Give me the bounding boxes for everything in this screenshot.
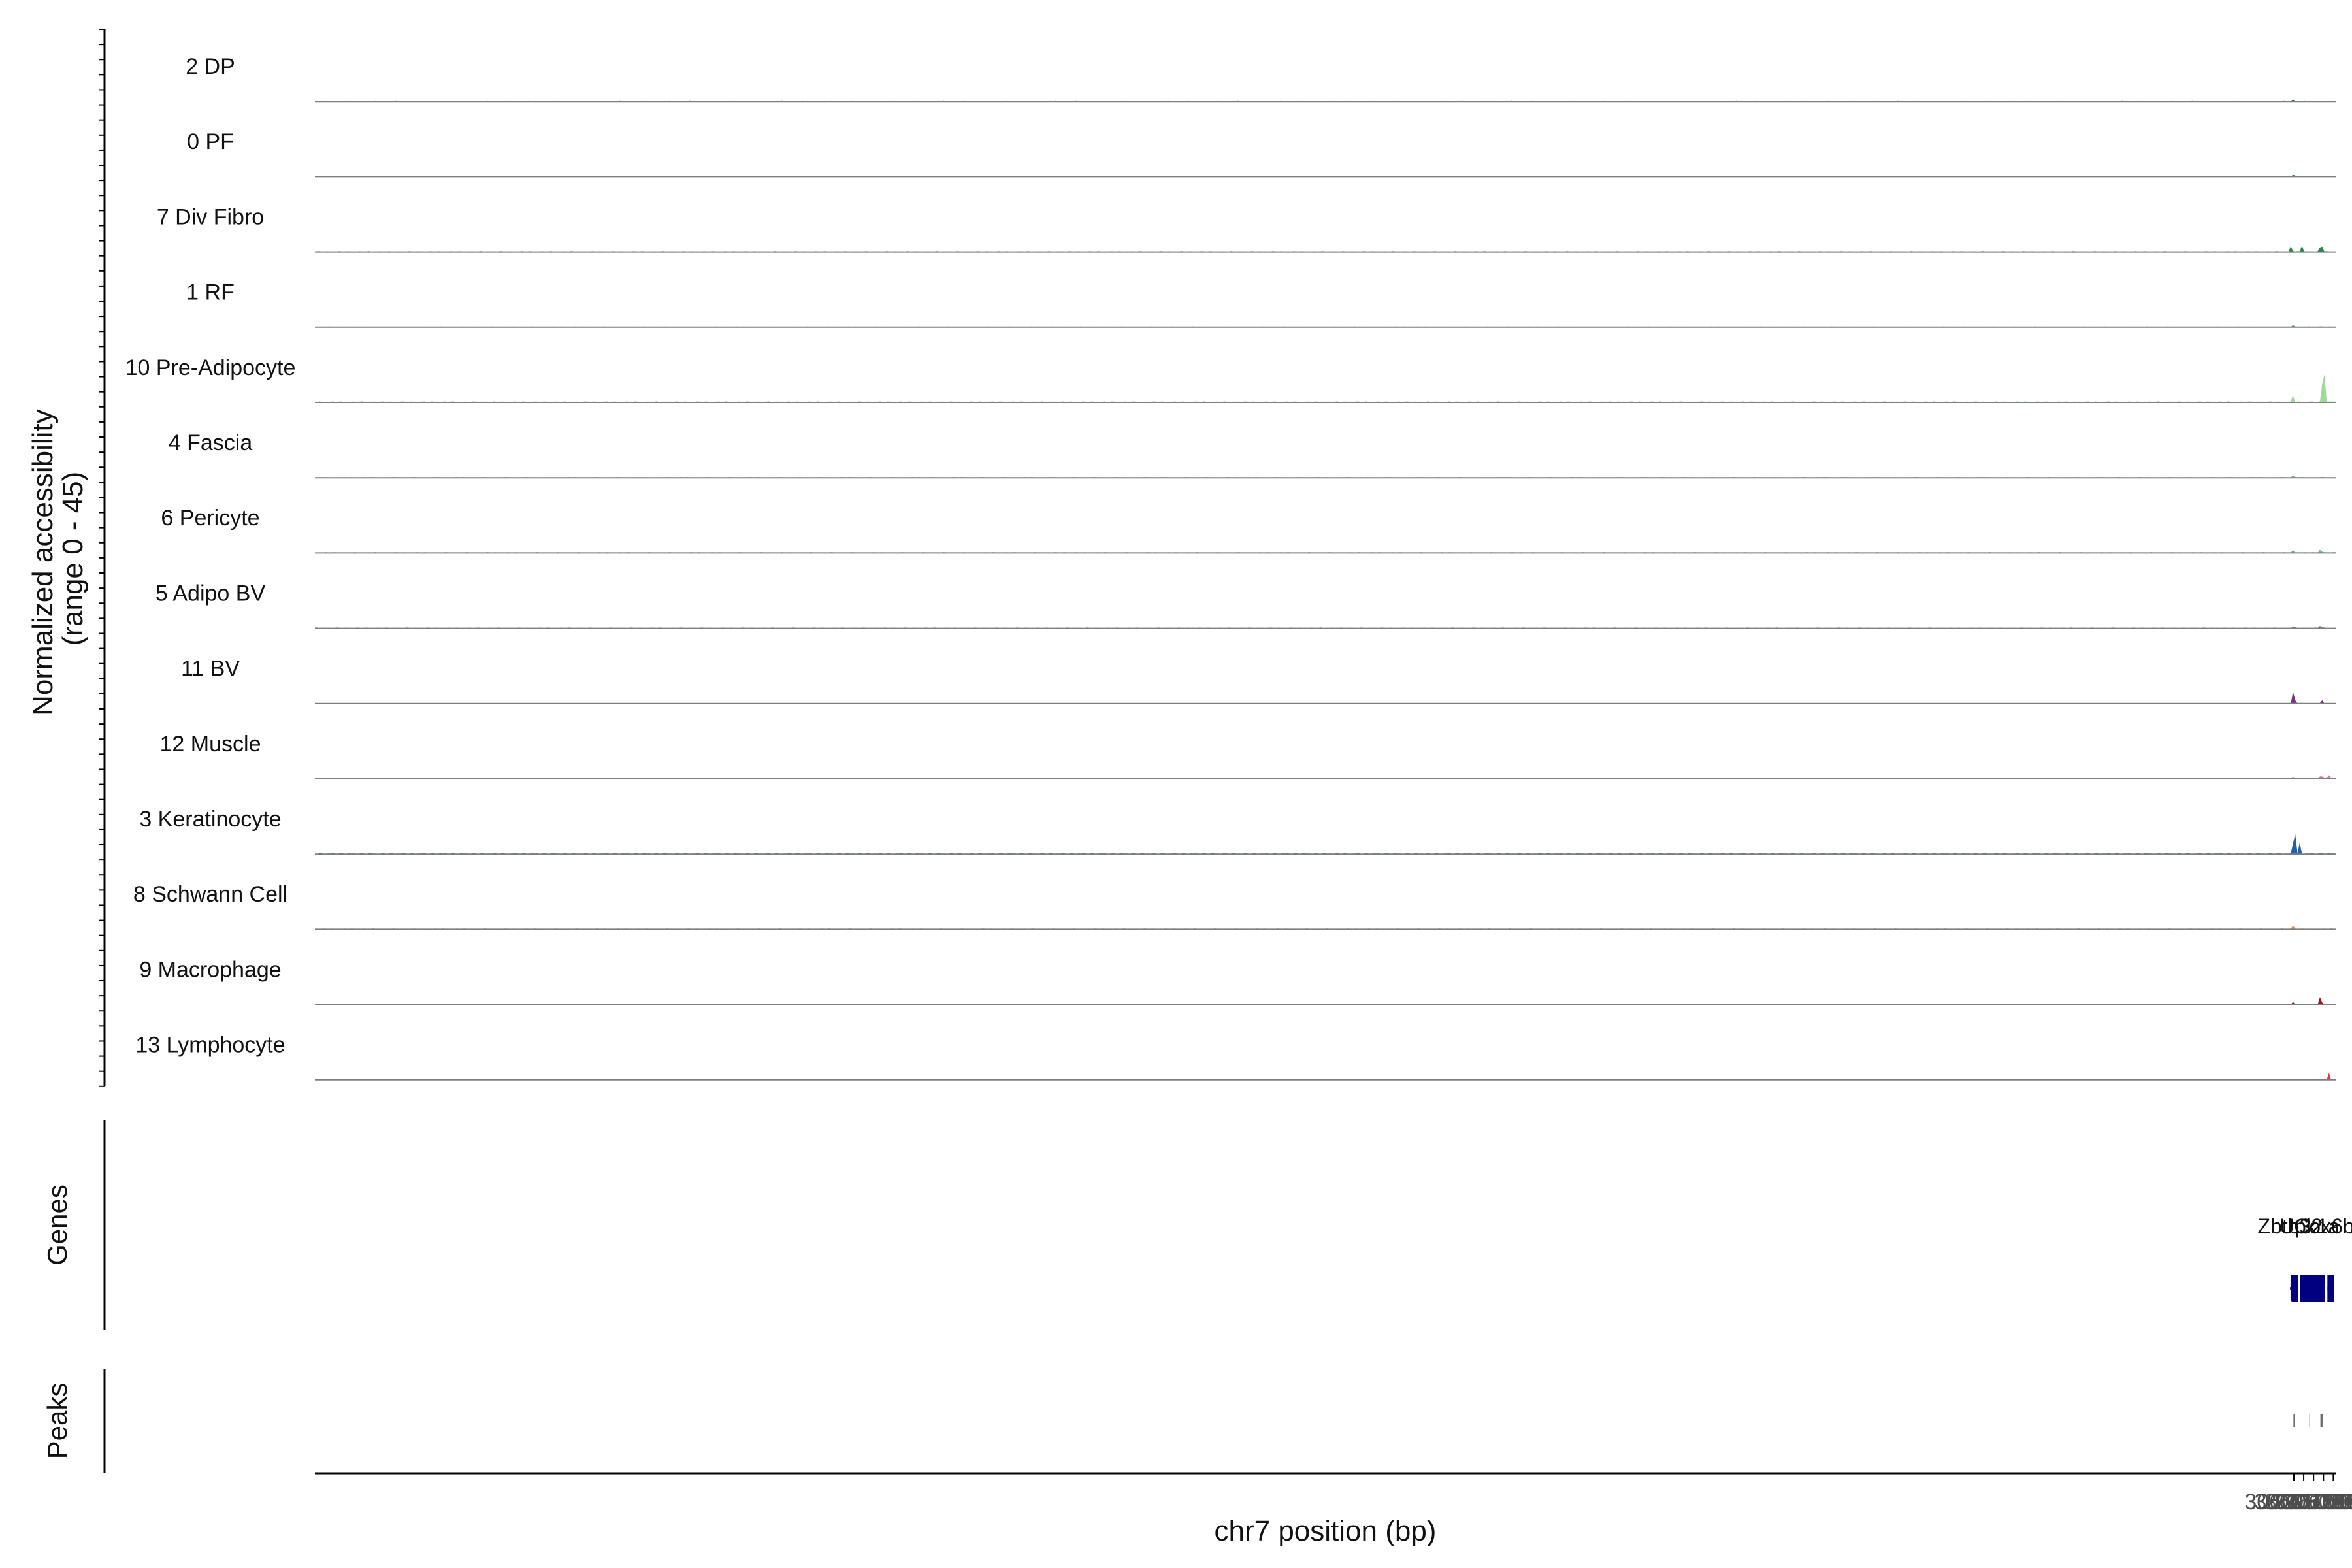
track-signal [315,1073,2336,1080]
track-3: 1 RF [186,280,2336,328]
gene-cox6b1: Cox6b1 [2294,1215,2352,1302]
gene-zbtb32: Zbtb32 [2257,1215,2323,1302]
exon [2313,1275,2320,1302]
peak-region [2293,1414,2295,1427]
exon [2318,1275,2325,1302]
track-2: 7 Div Fibro [157,204,2336,253]
track-label: 8 Schwann Cell [133,882,287,907]
track-label: 0 PF [187,129,234,154]
track-signal [315,246,2336,252]
peaks-panel [103,1369,2323,1473]
gene-label: Upk1a [2279,1215,2340,1238]
track-signal [315,374,2336,402]
y-axis-title: Normalized accessibility (range 0 - 45) [27,401,89,716]
y-axis-title-line2: (range 0 - 45) [57,472,89,646]
track-12: 9 Macrophage [139,957,2336,1005]
track-signal [315,834,2336,855]
track-0: 2 DP [186,54,2336,103]
track-signal [315,692,2336,704]
track-label: 12 Muscle [160,732,261,757]
track-4: 10 Pre-Adipocyte [125,355,2336,403]
track-1: 0 PF [187,129,2336,178]
track-10: 3 Keratinocyte [139,807,2336,855]
x-tick-label: 30610000 [2264,1490,2352,1514]
track-13: 13 Lymphocyte [135,1033,2336,1081]
x-tick-label: 30615000 [2274,1490,2352,1514]
track-label: 1 RF [186,280,235,305]
genes-panel-title: Genes [42,1184,73,1266]
track-label: 2 DP [186,54,235,79]
track-7: 5 Adipo BV [155,581,2336,629]
exon [2291,1275,2298,1302]
exon [2304,1275,2311,1302]
track-label: 9 Macrophage [139,957,281,982]
track-label: 10 Pre-Adipocyte [125,355,296,380]
track-signal [315,997,2336,1005]
track-6: 6 Pericyte [161,506,2336,554]
gene-upk1a: Upk1a [2279,1215,2340,1302]
exon [2327,1275,2334,1302]
track-label: 13 Lymphocyte [135,1033,285,1058]
gene-annotation-panel: Zbtb32Upk1aCox6b1 [103,1120,2352,1330]
track-label: 6 Pericyte [161,506,259,531]
exon [2308,1275,2315,1302]
peak-region [2320,1414,2323,1427]
track-label: 5 Adipo BV [155,581,266,606]
track-label: 7 Div Fibro [157,204,264,229]
x-axis-title: chr7 position (bp) [1215,1515,1437,1547]
y-axis-title-line1: Normalized accessibility [27,409,59,715]
gene-label: Cox6b1 [2294,1215,2352,1238]
track-label: 4 Fascia [169,431,253,455]
track-9: 12 Muscle [160,732,2336,779]
track-label: 11 BV [181,657,240,681]
track-8: 11 BV [181,657,2336,704]
accessibility-tracks: 2 DP 0 PF 7 Div Fibro 1 RF 10 Pre-Adipocyte 4… [125,54,2336,1081]
track-5: 4 Fascia [169,431,2336,479]
track-11: 8 Schwann Cell [133,882,2336,930]
gene-label: Zbtb32 [2257,1215,2323,1238]
x-tick-label: 30620000 [2284,1490,2352,1514]
x-tick-label: 30605000 [2254,1490,2352,1514]
peaks-panel-title: Peaks [42,1383,73,1460]
axes: Normalized accessibility (range 0 - 45) … [27,29,2352,1547]
track-label: 3 Keratinocyte [139,807,281,832]
x-tick-label: 30600000 [2244,1490,2343,1514]
